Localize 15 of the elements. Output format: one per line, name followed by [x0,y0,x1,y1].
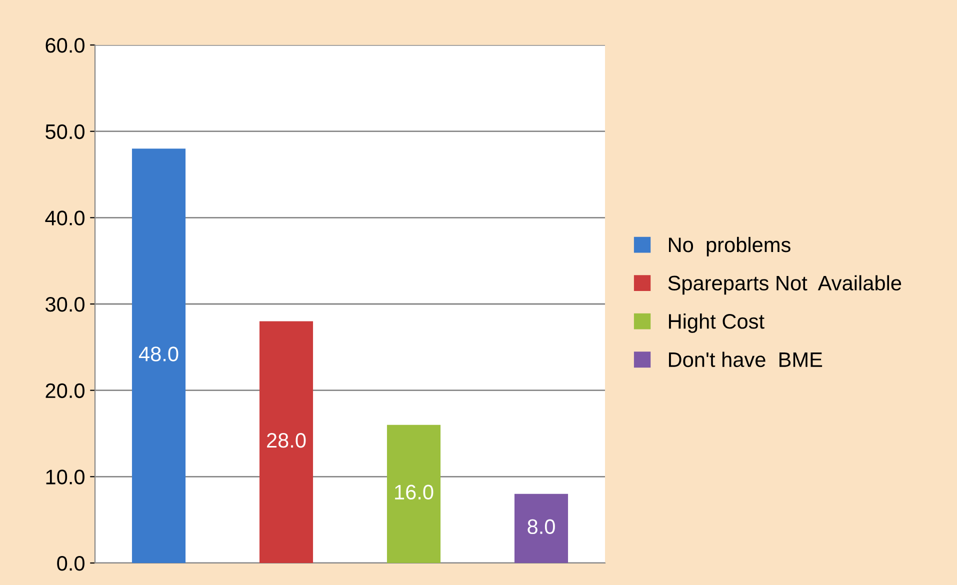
y-tick-label: 0.0 [57,556,84,571]
y-tick-label: 10.0 [46,470,84,484]
data-label: 48.0 [138,346,178,362]
y-tick-label: 50.0 [46,124,84,140]
data-label: 28.0 [267,432,306,448]
y-tick-label: 60.0 [46,38,84,53]
data-label: 8.0 [528,519,555,534]
legend-label: No problems [668,236,790,256]
y-tick-label: 40.0 [45,210,84,226]
legend-label: Hight Cost [668,313,764,333]
legend-label: Spareparts Not Available [668,275,902,295]
y-tick-label: 20.0 [46,383,84,398]
data-label: 16.0 [395,484,434,500]
legend-label: Don't have BME [668,352,822,368]
y-tick-label: 30.0 [46,297,84,312]
